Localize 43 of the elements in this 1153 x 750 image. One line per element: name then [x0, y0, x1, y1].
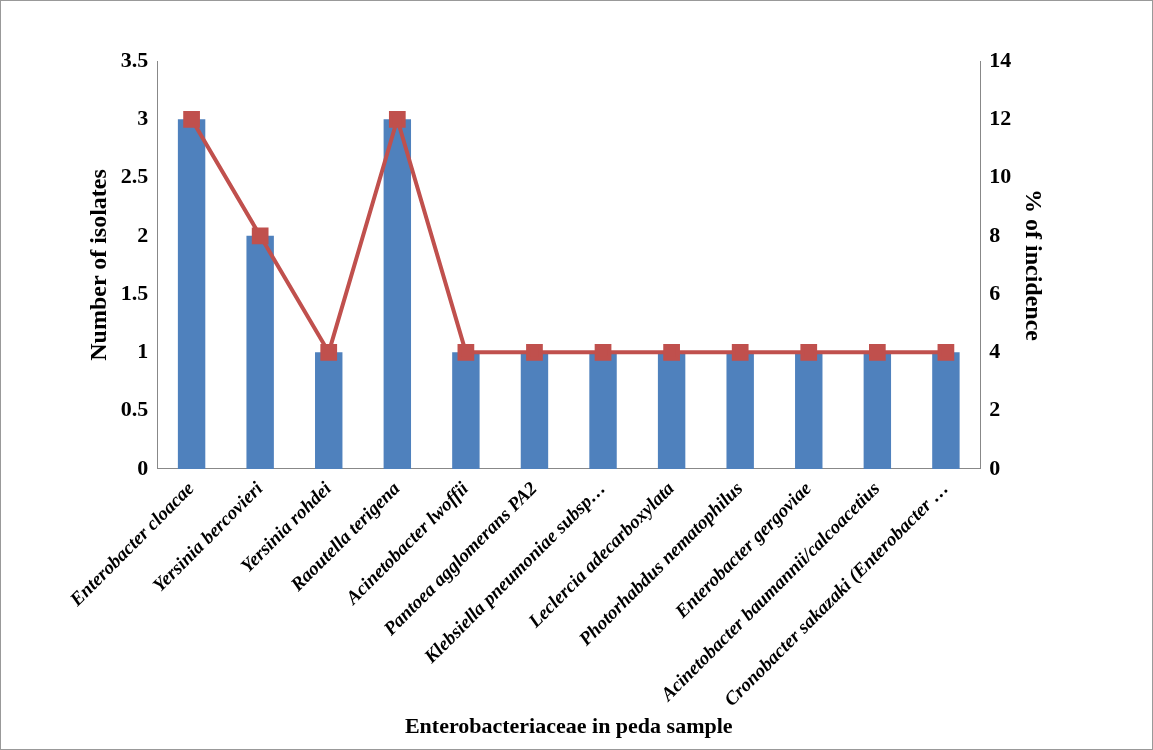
- y-tick-label: 1.5: [120, 279, 149, 305]
- point: [800, 343, 818, 361]
- point: [526, 343, 543, 361]
- point: [457, 343, 475, 361]
- bar: [589, 352, 617, 469]
- point: [594, 343, 612, 361]
- x-axis-title: Enterobacteriaceae in peda sample: [404, 713, 733, 739]
- bar: [863, 352, 892, 469]
- point: [868, 343, 886, 361]
- y-tick-label: 1: [137, 338, 149, 364]
- y-tick-label: 0.5: [120, 396, 149, 422]
- bar: [383, 119, 412, 469]
- point: [251, 227, 269, 245]
- bar: [177, 119, 206, 469]
- bar: [520, 352, 549, 469]
- bar: [657, 352, 686, 469]
- y2-tick-label: 6: [989, 279, 1001, 305]
- y2-tick-label: 2: [989, 396, 1001, 422]
- y2-axis-title: % of incidence: [1021, 188, 1048, 342]
- y-tick-label: 3: [137, 104, 149, 130]
- point: [183, 110, 200, 128]
- bar: [452, 352, 480, 469]
- bar: [726, 352, 754, 469]
- point: [320, 343, 338, 361]
- y2-tick-label: 8: [989, 221, 1001, 247]
- bar: [795, 352, 823, 469]
- bar: [315, 352, 343, 469]
- point: [388, 110, 406, 128]
- y2-tick-label: 10: [989, 163, 1012, 189]
- y-tick-label: 2.5: [120, 163, 149, 189]
- y-axis-title: Number of isolates: [84, 169, 111, 361]
- y2-tick-label: 0: [989, 454, 1001, 480]
- y2-tick-label: 14: [989, 46, 1012, 72]
- y2-tick-label: 12: [989, 104, 1012, 130]
- y2-tick-label: 4: [989, 338, 1001, 364]
- point: [731, 343, 749, 361]
- y-tick-label: 0: [137, 454, 149, 480]
- bar: [932, 352, 960, 469]
- point: [937, 343, 955, 361]
- point: [663, 343, 680, 361]
- bar: [246, 235, 274, 469]
- y-tick-label: 3.5: [120, 46, 149, 72]
- y-tick-label: 2: [137, 221, 149, 247]
